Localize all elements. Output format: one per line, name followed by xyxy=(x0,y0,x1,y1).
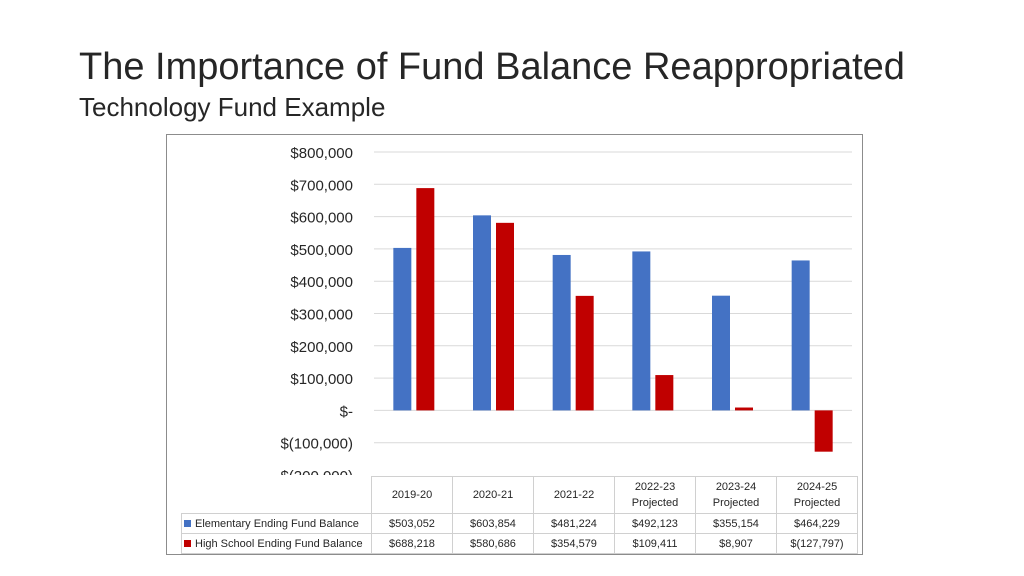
y-tick-label: $300,000 xyxy=(290,307,353,324)
bar-high-school xyxy=(496,222,514,411)
y-tick-label: $(200,000) xyxy=(280,468,353,475)
table-cell: $492,123 xyxy=(614,513,696,534)
category-note: Projected xyxy=(712,497,760,509)
bar-chart: $800,000 $700,000 $600,000 $500,000 $400,000… xyxy=(280,145,852,475)
table-cell: $481,224 xyxy=(533,513,615,534)
table-cell: $464,229 xyxy=(776,513,858,534)
table-cell: $8,907 xyxy=(695,533,777,554)
category-year: 2024-25 xyxy=(796,481,838,493)
legend-swatch-high-school xyxy=(184,539,191,547)
category-year: 2020-21 xyxy=(472,489,514,501)
bar-high-school xyxy=(575,295,594,411)
category-year: 2021-22 xyxy=(553,489,595,501)
bar-elementary xyxy=(552,254,571,411)
bar-elementary xyxy=(473,215,491,411)
slide-title: The Importance of Fund Balance Reappropr… xyxy=(79,46,905,88)
table-row-high-school: High School Ending Fund Balance $688,218… xyxy=(181,533,858,554)
table-header-row: 2019-20 2020-21 2021-22 2022-23 Projected… xyxy=(182,476,858,514)
bar-elementary xyxy=(791,260,810,411)
bar-high-school xyxy=(416,188,435,411)
bar-high-school xyxy=(814,410,833,452)
chart-data-table: 2019-20 2020-21 2021-22 2022-23 Projected… xyxy=(181,476,858,554)
table-header-2020-21: 2020-21 xyxy=(452,476,534,514)
table-cell: $603,854 xyxy=(452,513,534,534)
category-note: Projected xyxy=(793,497,841,509)
y-tick-label: $800,000 xyxy=(290,145,353,162)
table-cell: $354,579 xyxy=(533,533,615,554)
bar-elementary xyxy=(712,295,730,411)
y-tick-label: $700,000 xyxy=(290,177,353,194)
category-year: 2022-23 xyxy=(634,481,676,493)
category-note: Projected xyxy=(631,497,679,509)
legend-entry-elementary: Elementary Ending Fund Balance xyxy=(181,513,372,534)
table-corner xyxy=(182,477,372,514)
table-cell: $503,052 xyxy=(371,513,453,534)
legend-entry-high-school: High School Ending Fund Balance xyxy=(181,533,372,554)
table-header-2019-20: 2019-20 xyxy=(371,476,453,514)
table-cell: $(127,797) xyxy=(776,533,858,554)
category-year: 2019-20 xyxy=(391,489,433,501)
legend-label: Elementary Ending Fund Balance xyxy=(195,517,359,530)
slide-subtitle: Technology Fund Example xyxy=(79,92,386,122)
y-tick-label: $(100,000) xyxy=(280,436,353,453)
y-tick-label: $- xyxy=(340,403,353,420)
table-cell: $355,154 xyxy=(695,513,777,534)
legend-swatch-elementary xyxy=(184,519,191,527)
y-tick-label: $200,000 xyxy=(290,339,353,356)
table-cell: $688,218 xyxy=(371,533,453,554)
table-header-2022-23: 2022-23 Projected xyxy=(614,476,696,514)
table-header-2023-24: 2023-24 Projected xyxy=(695,476,777,514)
table-header-2021-22: 2021-22 xyxy=(533,476,615,514)
bar-elementary xyxy=(632,251,651,411)
y-tick-label: $100,000 xyxy=(290,371,353,388)
y-tick-label: $400,000 xyxy=(290,274,353,291)
table-cell: $109,411 xyxy=(614,533,696,554)
table-header-2024-25: 2024-25 Projected xyxy=(776,476,858,514)
table-cell: $580,686 xyxy=(452,533,534,554)
bar-high-school xyxy=(655,375,674,411)
legend-label: High School Ending Fund Balance xyxy=(195,537,363,550)
category-year: 2023-24 xyxy=(715,481,757,493)
table-row-elementary: Elementary Ending Fund Balance $503,052 … xyxy=(181,513,858,534)
y-tick-label: $500,000 xyxy=(290,242,353,259)
bar-elementary xyxy=(393,247,412,411)
bar-high-school xyxy=(735,407,753,411)
y-tick-label: $600,000 xyxy=(290,210,353,227)
